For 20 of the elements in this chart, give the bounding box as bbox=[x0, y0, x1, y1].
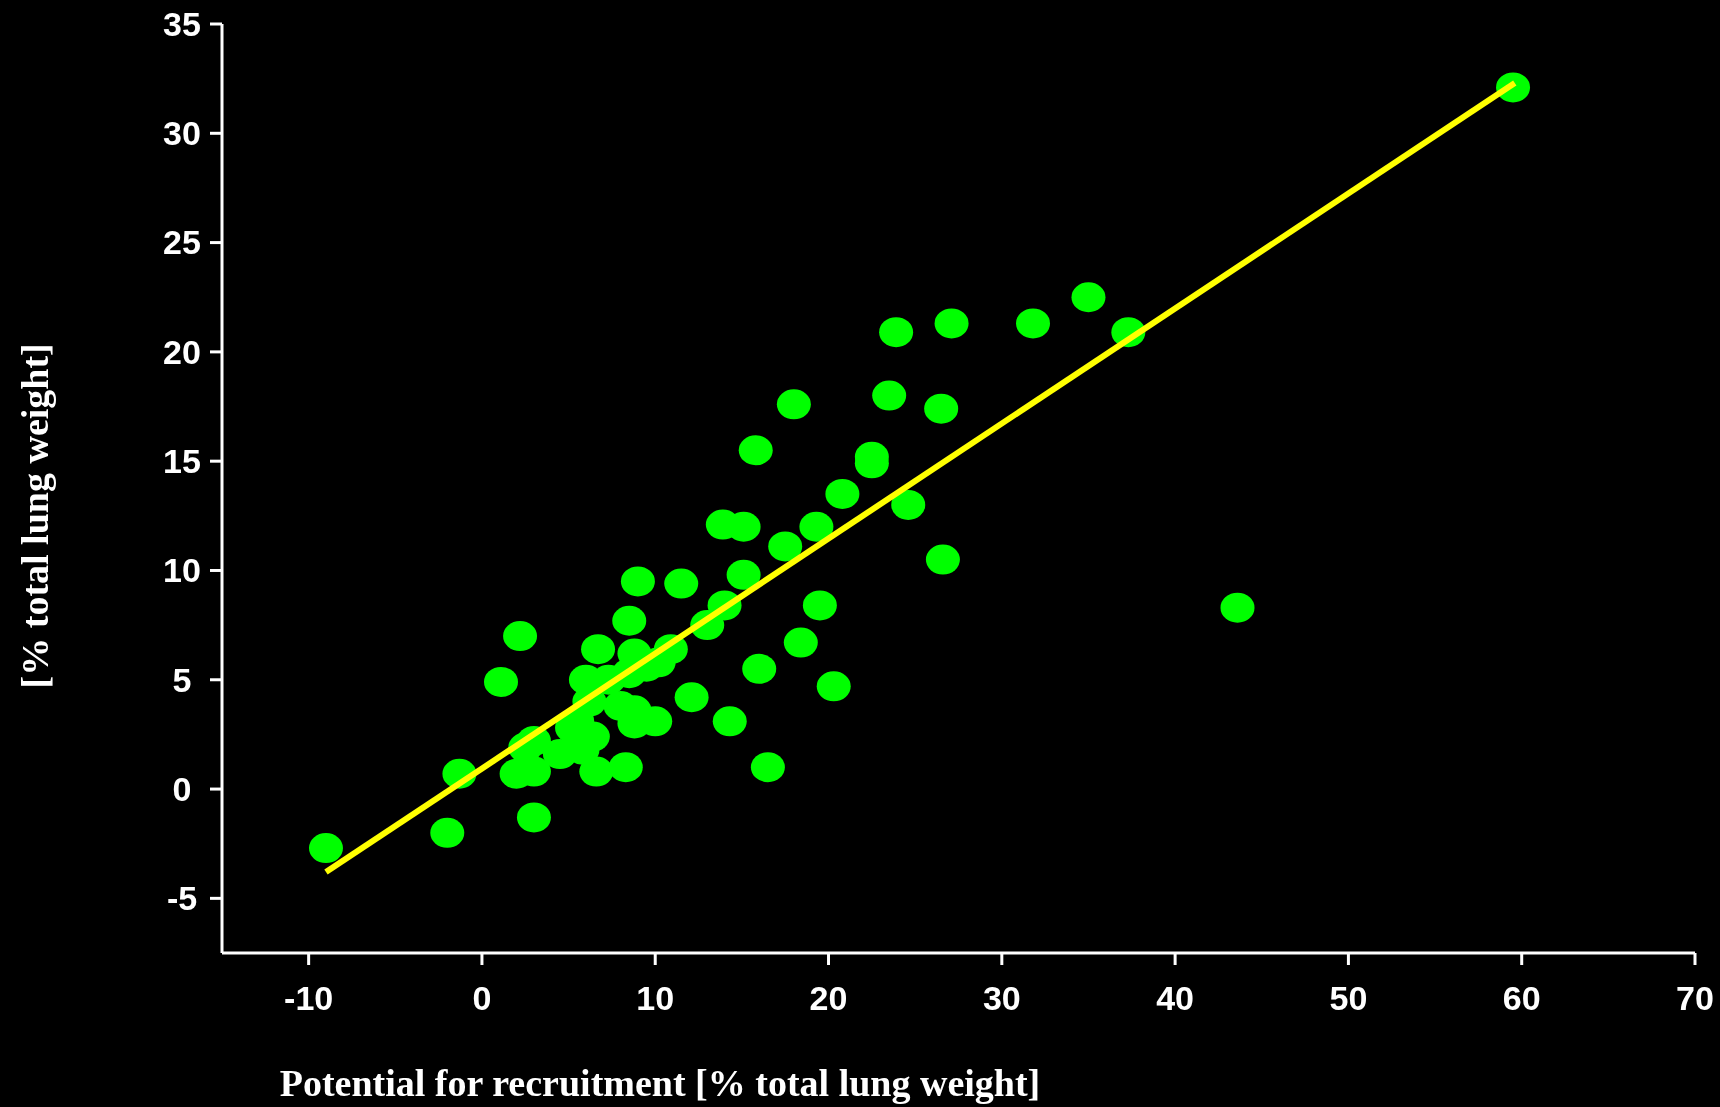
y-tick-label: 5 bbox=[172, 660, 192, 699]
y-axis-title: [% total lung weight] bbox=[14, 343, 56, 689]
x-tick-label: 20 bbox=[809, 979, 848, 1017]
x-tick-label: 40 bbox=[1156, 979, 1195, 1017]
x-tick-label: 50 bbox=[1329, 979, 1368, 1017]
y-tick-label: 35 bbox=[163, 4, 201, 43]
x-tick-label: 0 bbox=[472, 979, 492, 1017]
y-tick-label: 25 bbox=[163, 223, 201, 262]
y-tick-label: 10 bbox=[163, 551, 201, 590]
x-tick-label: -10 bbox=[284, 979, 334, 1017]
y-tick-label: 30 bbox=[163, 114, 201, 153]
x-tick-label: 30 bbox=[982, 979, 1021, 1017]
x-tick-label: 10 bbox=[636, 979, 675, 1017]
x-tick-label: 60 bbox=[1502, 979, 1541, 1017]
x-axis-title: Potential for recruitment [% total lung weight] bbox=[279, 1062, 1041, 1104]
y-tick-label: -5 bbox=[166, 879, 198, 918]
y-tick-label: 0 bbox=[172, 769, 192, 808]
x-tick-label: 70 bbox=[1676, 979, 1714, 1017]
y-tick-label: 15 bbox=[163, 442, 201, 481]
y-tick-label: 20 bbox=[163, 332, 201, 371]
